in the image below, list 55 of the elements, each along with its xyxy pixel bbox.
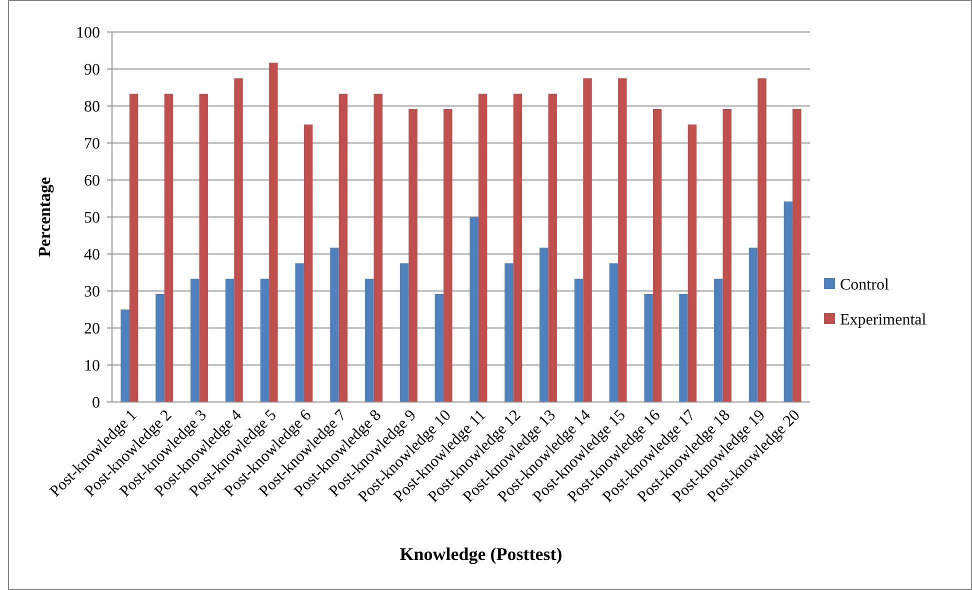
y-tick-label: 20 — [84, 320, 100, 338]
bar — [365, 278, 374, 402]
legend-label: Experimental — [840, 312, 927, 329]
bar — [784, 201, 793, 402]
legend-label: Control — [840, 276, 890, 294]
bar — [120, 310, 130, 402]
bar — [225, 278, 234, 402]
bar — [304, 124, 313, 402]
bar — [574, 278, 584, 402]
bar — [688, 124, 697, 402]
bar — [478, 94, 488, 402]
bar — [644, 294, 653, 402]
bar — [618, 78, 627, 402]
y-tick-label: 10 — [84, 358, 100, 375]
bar — [434, 294, 444, 402]
y-axis-title: Percentage — [35, 176, 54, 257]
y-tick-label: 50 — [84, 210, 100, 227]
bar — [504, 263, 514, 402]
bar — [338, 94, 348, 402]
bar — [722, 108, 732, 402]
y-tick-label: 0 — [92, 394, 100, 412]
y-tick-label: 70 — [84, 136, 100, 153]
bar — [513, 94, 522, 402]
bar — [156, 294, 164, 402]
y-tick-label: 30 — [84, 284, 100, 301]
bar — [548, 94, 557, 402]
bar — [400, 263, 409, 402]
bar — [792, 108, 802, 402]
x-axis-title: Knowledge (Posttest) — [400, 544, 562, 564]
bar — [408, 108, 418, 402]
bar — [679, 294, 688, 402]
y-tick-label: 100 — [76, 24, 100, 42]
y-tick-label: 40 — [84, 246, 100, 264]
bar — [583, 78, 592, 402]
bar — [269, 62, 278, 402]
y-tick-label: 60 — [84, 172, 100, 190]
bar — [652, 108, 662, 402]
bar — [330, 248, 339, 402]
bar — [470, 217, 478, 402]
bar — [374, 94, 382, 402]
bar — [444, 108, 452, 402]
bar — [234, 78, 243, 402]
bar — [190, 278, 200, 402]
bar — [540, 248, 548, 402]
y-tick-label: 90 — [84, 62, 100, 79]
bar — [609, 263, 618, 402]
bar — [199, 94, 208, 402]
bar — [748, 248, 758, 402]
bar — [129, 94, 138, 402]
bar — [295, 263, 304, 402]
bar — [714, 278, 723, 402]
bar — [260, 278, 270, 402]
bar — [758, 78, 766, 402]
bar — [164, 94, 174, 402]
y-tick-label: 80 — [84, 98, 100, 116]
